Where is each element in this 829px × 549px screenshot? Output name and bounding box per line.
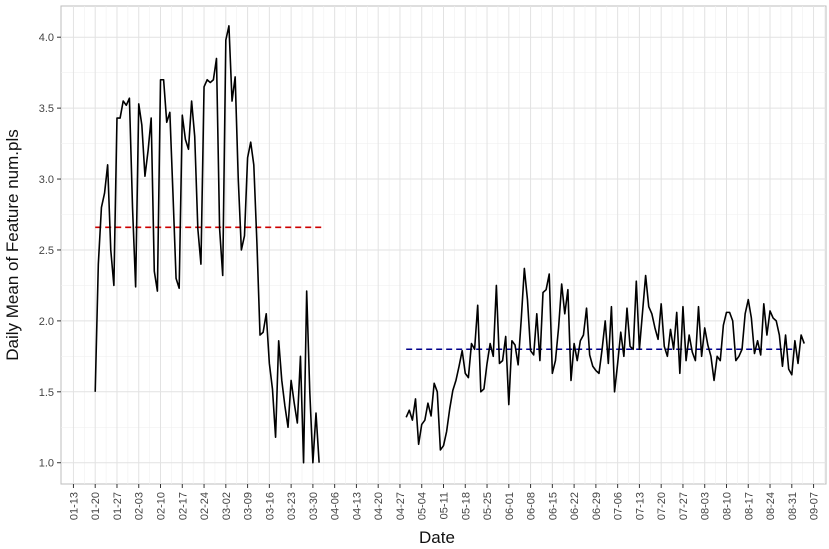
y-tick-label: 2.0: [39, 316, 54, 328]
x-tick-label: 07-27: [678, 492, 690, 520]
x-tick-label: 05-18: [460, 492, 472, 520]
x-tick-label: 03-09: [243, 492, 255, 520]
x-tick-label: 03-16: [264, 492, 276, 520]
x-tick-label: 09-07: [809, 492, 821, 520]
x-tick-label: 02-24: [199, 492, 211, 520]
x-tick-label: 08-24: [765, 492, 777, 520]
x-tick-label: 01-27: [112, 492, 124, 520]
x-tick-label: 07-20: [656, 492, 668, 520]
y-tick-label: 3.0: [39, 174, 54, 186]
x-axis: 01-13 01-20 01-27 02-03 02-10 02-17 02-24 03-02…: [68, 484, 821, 520]
x-tick-label: 06-01: [504, 492, 516, 520]
y-tick-label: 3.5: [39, 103, 54, 115]
series-layer: [94, 25, 805, 464]
x-tick-label: 06-22: [569, 492, 581, 520]
x-tick-label: 03-23: [286, 492, 298, 520]
x-tick-label: 04-06: [330, 492, 342, 520]
series-line: [405, 267, 805, 451]
x-tick-label: 06-08: [526, 492, 538, 520]
x-tick-label: 06-29: [591, 492, 603, 520]
x-tick-label: 05-11: [439, 492, 451, 519]
x-tick-label: 04-27: [395, 492, 407, 520]
x-tick-label: 05-04: [417, 492, 429, 520]
x-tick-label: 02-03: [134, 492, 146, 520]
y-axis: 1.0 1.5 2.0 2.5 3.0 3.5 4.0: [39, 32, 61, 470]
x-tick-label: 02-10: [156, 492, 168, 520]
x-tick-label: 07-13: [634, 492, 646, 520]
x-tick-label: 08-03: [700, 492, 712, 520]
x-tick-label: 07-06: [613, 492, 625, 520]
x-tick-label: 04-20: [373, 492, 385, 520]
x-tick-label: 08-31: [787, 492, 799, 520]
y-tick-label: 2.5: [39, 245, 54, 257]
x-tick-label: 05-25: [482, 492, 494, 520]
x-tick-label: 02-17: [177, 492, 189, 520]
x-tick-label: 01-13: [68, 492, 80, 520]
x-tick-label: 06-15: [547, 492, 559, 520]
series-line: [94, 25, 320, 464]
y-axis-title: Daily Mean of Feature num.pls: [3, 129, 22, 361]
x-tick-label: 01-20: [90, 492, 102, 520]
x-axis-title: Date: [419, 528, 455, 547]
x-tick-label: 04-13: [351, 492, 363, 520]
grid-lines: [61, 6, 826, 484]
x-tick-label: 03-02: [221, 492, 233, 520]
x-tick-label: 03-30: [308, 492, 320, 520]
x-tick-label: 08-17: [743, 492, 755, 520]
y-tick-label: 4.0: [39, 32, 54, 44]
y-tick-label: 1.0: [39, 458, 54, 470]
x-tick-label: 08-10: [721, 492, 733, 520]
y-tick-label: 1.5: [39, 387, 54, 399]
